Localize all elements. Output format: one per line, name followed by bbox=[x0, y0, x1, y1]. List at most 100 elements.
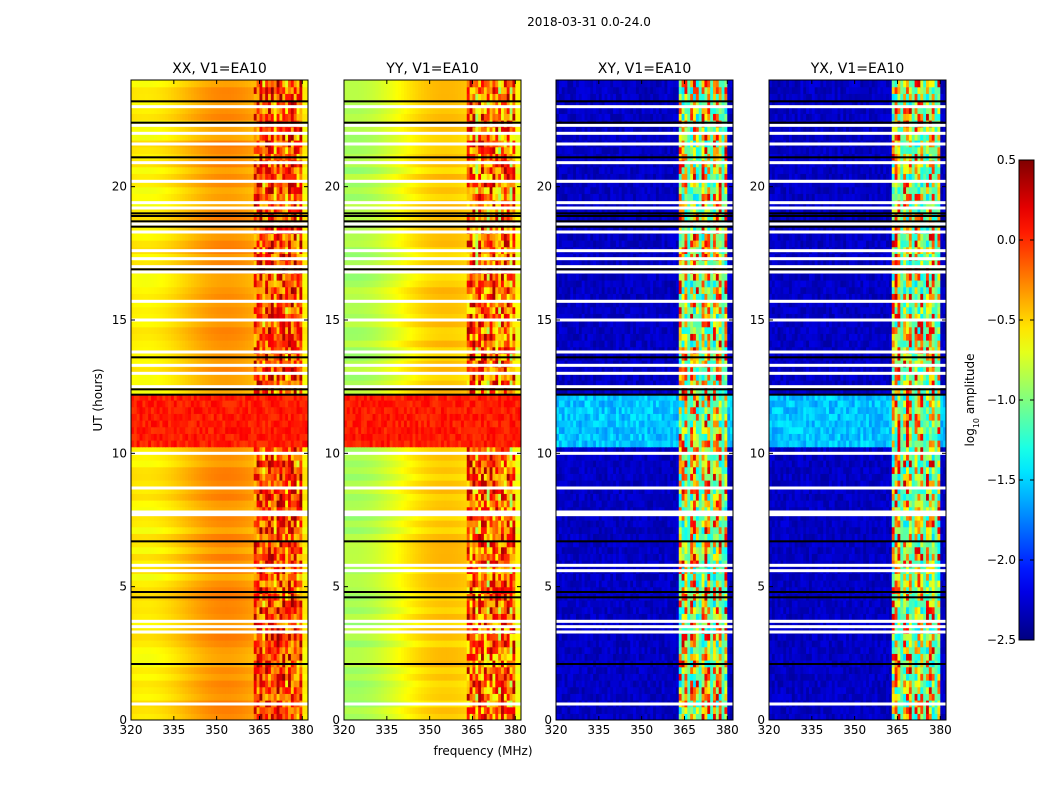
heatmap-cell bbox=[250, 240, 255, 248]
heatmap-cell bbox=[208, 520, 212, 528]
heatmap-cell bbox=[159, 533, 163, 541]
heatmap-cell bbox=[210, 300, 215, 308]
heatmap-cell bbox=[179, 426, 183, 434]
heatmap-cell bbox=[190, 653, 195, 661]
heatmap-cell bbox=[148, 300, 152, 308]
heatmap-cell bbox=[131, 546, 135, 554]
heatmap-cell bbox=[150, 680, 155, 688]
heatmap-cell bbox=[148, 233, 152, 241]
heatmap-cell bbox=[173, 326, 178, 334]
heatmap-cell bbox=[165, 460, 169, 468]
heatmap-cell bbox=[176, 560, 181, 568]
heatmap-cell bbox=[259, 393, 263, 401]
heatmap-cell bbox=[290, 473, 295, 481]
heatmap-cell bbox=[273, 233, 278, 241]
heatmap-cell bbox=[142, 540, 146, 548]
heatmap-cell bbox=[188, 260, 192, 268]
heatmap-cell bbox=[170, 560, 175, 568]
heatmap-cell bbox=[270, 193, 275, 201]
heatmap-cell bbox=[262, 480, 266, 488]
heatmap-cell bbox=[136, 340, 141, 348]
heatmap-cell bbox=[222, 600, 226, 608]
heatmap-cell bbox=[173, 540, 178, 548]
heatmap-cell bbox=[182, 373, 186, 381]
heatmap-cell bbox=[202, 260, 206, 268]
heatmap-cell bbox=[256, 673, 261, 681]
heatmap-cell bbox=[190, 713, 195, 720]
heatmap-cell bbox=[179, 466, 183, 474]
heatmap-cell bbox=[205, 466, 209, 474]
heatmap-cell bbox=[153, 646, 158, 654]
heatmap-cell bbox=[219, 646, 223, 654]
heatmap-cell bbox=[142, 480, 146, 488]
heatmap-cell bbox=[199, 493, 203, 501]
heatmap-cell bbox=[210, 286, 215, 294]
heatmap-cell bbox=[139, 206, 144, 214]
heatmap-cell bbox=[162, 580, 166, 588]
heatmap-cell bbox=[170, 280, 175, 288]
heatmap-cell bbox=[176, 486, 181, 494]
heatmap-cell bbox=[276, 686, 281, 694]
heatmap-cell bbox=[185, 546, 189, 554]
heatmap-cell bbox=[131, 453, 135, 461]
heatmap-cell bbox=[276, 313, 281, 321]
heatmap-cell bbox=[230, 313, 235, 321]
heatmap-cell bbox=[239, 453, 243, 461]
heatmap-cell bbox=[233, 560, 238, 568]
heatmap-cell bbox=[285, 673, 289, 681]
heatmap-cell bbox=[193, 526, 198, 534]
heatmap-cell bbox=[305, 713, 308, 720]
heatmap-cell bbox=[302, 606, 306, 614]
heatmap-cell bbox=[153, 673, 158, 681]
heatmap-cell bbox=[276, 446, 281, 454]
heatmap-cell bbox=[165, 280, 169, 288]
heatmap-cell bbox=[239, 673, 243, 681]
heatmap-cell bbox=[196, 493, 201, 501]
heatmap-cell bbox=[179, 333, 183, 341]
heatmap-cell bbox=[173, 546, 178, 554]
heatmap-cell bbox=[279, 413, 283, 421]
heatmap-cell bbox=[139, 240, 144, 248]
heatmap-cell bbox=[279, 666, 283, 674]
heatmap-cell bbox=[219, 186, 223, 194]
heatmap-cell bbox=[285, 620, 289, 628]
heatmap-cell bbox=[253, 286, 258, 294]
heatmap-cell bbox=[188, 460, 192, 468]
heatmap-cell bbox=[213, 586, 218, 594]
heatmap-cell bbox=[282, 326, 286, 334]
heatmap-cell bbox=[268, 366, 272, 374]
heatmap-cell bbox=[210, 453, 215, 461]
heatmap-cell bbox=[279, 706, 283, 714]
heatmap-cell bbox=[242, 420, 246, 428]
heatmap-cell bbox=[139, 453, 144, 461]
heatmap-cell bbox=[193, 673, 198, 681]
heatmap-cell bbox=[202, 366, 206, 374]
heatmap-cell bbox=[285, 446, 289, 454]
heatmap-cell bbox=[245, 300, 249, 308]
heatmap-cell bbox=[273, 420, 278, 428]
heatmap-cell bbox=[270, 240, 275, 248]
heatmap-cell bbox=[142, 226, 146, 234]
heatmap-cell bbox=[210, 260, 215, 268]
heatmap-cell bbox=[216, 486, 221, 494]
heatmap-cell bbox=[236, 320, 241, 328]
heatmap-cell bbox=[210, 646, 215, 654]
heatmap-cell bbox=[150, 233, 155, 241]
heatmap-cell bbox=[248, 493, 252, 501]
heatmap-cell bbox=[253, 253, 258, 261]
heatmap-cell bbox=[196, 240, 201, 248]
heatmap-cell bbox=[179, 240, 183, 248]
heatmap-cell bbox=[131, 466, 135, 474]
heatmap-cell bbox=[213, 473, 218, 481]
heatmap-cell bbox=[150, 393, 155, 401]
heatmap-cell bbox=[196, 640, 201, 648]
heatmap-cell bbox=[256, 193, 261, 201]
heatmap-cell bbox=[190, 526, 195, 534]
heatmap-cell bbox=[136, 580, 141, 588]
heatmap-cell bbox=[276, 580, 281, 588]
heatmap-cell bbox=[285, 333, 289, 341]
heatmap-cell bbox=[165, 513, 169, 521]
heatmap-cell bbox=[219, 260, 223, 268]
heatmap-cell bbox=[162, 553, 166, 561]
heatmap-cell bbox=[230, 400, 235, 408]
